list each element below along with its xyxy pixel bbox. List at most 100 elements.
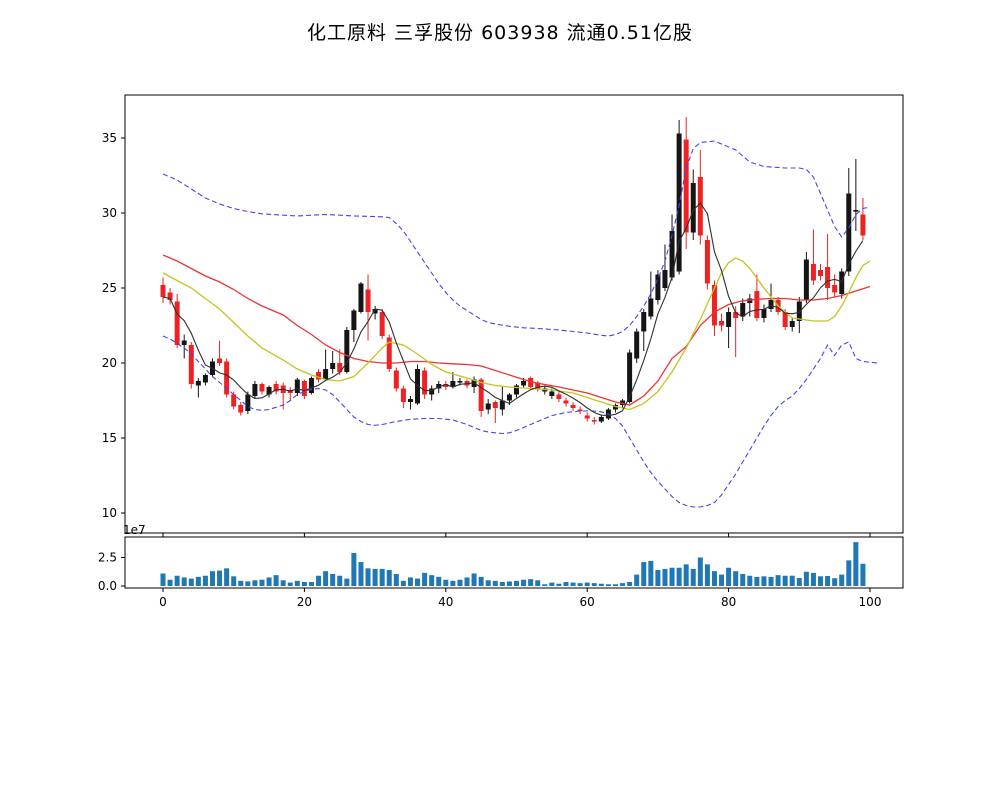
candle-body [832, 285, 838, 293]
candle-body [252, 384, 258, 396]
volume-bar [839, 574, 845, 586]
candle-body [259, 384, 265, 392]
volume-bar [464, 577, 470, 586]
volume-bar [853, 542, 859, 586]
x-tick-label: 20 [297, 595, 312, 609]
volume-bar [627, 582, 633, 586]
candle-body [782, 312, 788, 327]
volume-bar [704, 564, 710, 586]
volume-bar [733, 571, 739, 586]
volume-bar [591, 583, 597, 586]
bollinger-lower-band-line [162, 335, 878, 508]
price-pane-frame [124, 94, 904, 534]
volume-bar [231, 576, 237, 586]
ma-fast-line [162, 202, 864, 417]
volume-bar [655, 570, 661, 586]
volume-bar [740, 574, 746, 586]
candle-body [662, 270, 668, 288]
volume-bar [761, 576, 767, 586]
volume-bar [181, 577, 187, 586]
candle-body [499, 400, 505, 410]
candle-body [422, 370, 428, 395]
volume-bar [407, 577, 413, 586]
volume-bar [217, 570, 223, 586]
candle-body [528, 378, 534, 387]
volume-bar [549, 582, 555, 586]
volume-y-tick-label: 2.5 [98, 551, 117, 565]
candle-body [690, 183, 696, 233]
volume-bar [535, 580, 541, 586]
volume-bar [188, 578, 194, 586]
candle-body [393, 370, 399, 389]
candle-body [818, 270, 824, 276]
candle-body [747, 298, 753, 303]
candle-body [853, 210, 859, 212]
volume-y-tick-label: 0.0 [98, 579, 117, 593]
candle-body [612, 405, 618, 410]
volume-bar [810, 572, 816, 586]
candle-body [641, 312, 647, 332]
volume-bar [697, 557, 703, 586]
candle-body [796, 301, 802, 321]
volume-bar [506, 581, 512, 586]
candle-body [789, 321, 795, 327]
volume-bar [563, 582, 569, 586]
volume-bar [789, 575, 795, 586]
candle-body [535, 382, 541, 389]
candle-body [634, 331, 640, 359]
candle-body [188, 345, 194, 384]
volume-bar [683, 564, 689, 586]
volume-bar [450, 580, 456, 586]
volume-bar [641, 562, 647, 586]
volume-bar [294, 580, 300, 586]
volume-bar [485, 580, 491, 586]
volume-bar [400, 580, 406, 586]
volume-bar [846, 560, 852, 586]
x-tick-label: 60 [580, 595, 595, 609]
volume-bar [825, 575, 831, 586]
volume-bar [224, 568, 230, 586]
volume-bar [316, 575, 322, 586]
candle-body [485, 403, 491, 410]
candle-body [450, 381, 456, 387]
candle-body [407, 399, 413, 402]
volume-bar [358, 562, 364, 586]
volume-bar [436, 576, 442, 586]
volume-bar [273, 575, 279, 586]
volume-bar [577, 583, 583, 586]
candle-body [301, 381, 307, 396]
candle-body [514, 385, 519, 395]
candle-body [372, 309, 378, 314]
candle-body [294, 379, 300, 393]
volume-bar [556, 583, 562, 586]
volume-bar [499, 582, 505, 586]
volume-bar [209, 571, 215, 586]
candle-body [436, 384, 442, 389]
candle-body [337, 363, 343, 372]
candle-body [195, 381, 201, 386]
volume-bar [259, 579, 265, 586]
candle-body [577, 409, 583, 412]
volume-bar [796, 578, 802, 586]
candle-body [231, 394, 237, 407]
volume-bar [634, 574, 640, 586]
volume-bar [803, 571, 809, 586]
volume-bar [648, 560, 654, 586]
volume-bar [365, 568, 371, 586]
candle-body [358, 283, 364, 312]
volume-bar [768, 576, 774, 586]
candle-body [365, 289, 371, 312]
volume-bar [478, 576, 484, 586]
volume-bar [514, 580, 519, 586]
volume-bar [393, 574, 399, 586]
candle-body [754, 291, 760, 318]
candle-body [400, 388, 406, 402]
volume-bar [818, 576, 824, 586]
candle-body [704, 240, 710, 284]
volume-bar [832, 578, 838, 586]
volume-bar [605, 584, 611, 586]
candle-body [273, 384, 279, 392]
volume-bar [174, 575, 180, 586]
candle-body [443, 384, 449, 387]
